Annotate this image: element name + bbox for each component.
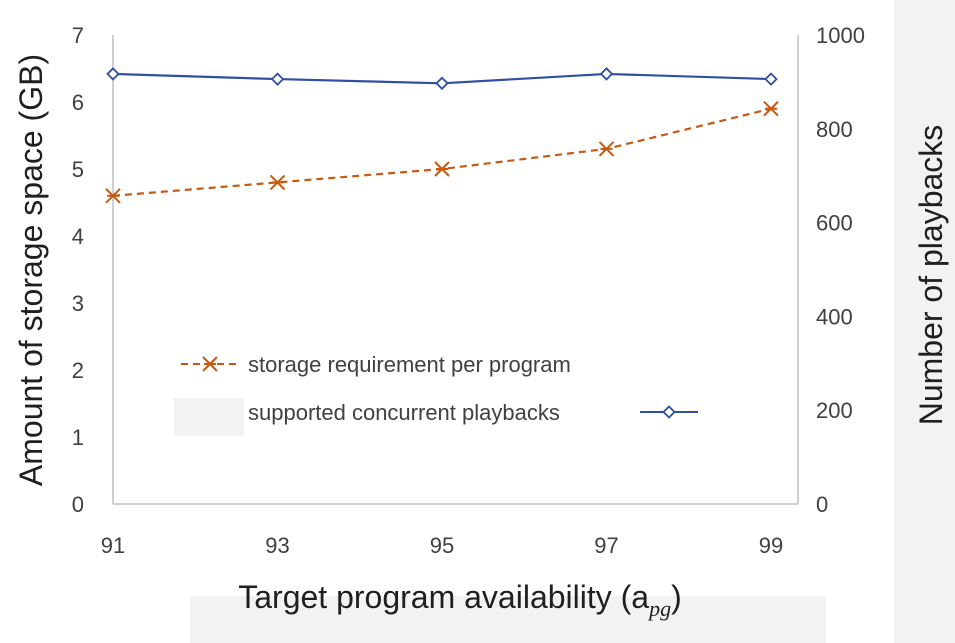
bottom-gray-panel	[190, 596, 826, 643]
legend-storage-asterisk	[202, 356, 218, 372]
left-y-tick-2: 2	[72, 358, 84, 383]
left-y-tick-1: 1	[72, 425, 84, 450]
series-1-point-95	[435, 76, 449, 91]
x-axis-title-main: Target program availability (a	[238, 579, 649, 615]
left-y-tick-labels: 0 1 2 3 4 5 6 7	[72, 23, 84, 517]
legend-playbacks-diamond-icon	[662, 405, 676, 419]
series-0-point-95	[434, 161, 450, 177]
left-y-tick-3: 3	[72, 291, 84, 316]
series-1-point-99	[764, 72, 778, 86]
right-y-axis-title: Number of playbacks	[913, 125, 949, 426]
left-y-tick-7: 7	[72, 23, 84, 48]
series-0-point-91	[105, 188, 121, 204]
x-tick-93: 93	[265, 533, 289, 558]
legend-playbacks-diamond	[662, 405, 676, 419]
legend-storage-asterisk-icon	[202, 356, 218, 372]
left-y-axis-title: Amount of storage space (GB)	[13, 54, 49, 486]
series-1-point-97	[599, 67, 614, 81]
series-layer	[105, 67, 779, 204]
right-y-tick-800: 800	[816, 117, 853, 142]
legend-gray-patch	[174, 398, 244, 436]
right-y-tick-labels: 0 200 400 600 800 1000	[816, 23, 865, 517]
left-y-tick-5: 5	[72, 157, 84, 182]
x-axis-title-suffix: )	[671, 579, 682, 615]
right-y-tick-0: 0	[816, 492, 828, 517]
legend: storage requirement per program supporte…	[174, 352, 698, 436]
right-y-tick-200: 200	[816, 398, 853, 423]
x-tick-97: 97	[594, 533, 618, 558]
left-y-tick-6: 6	[72, 90, 84, 115]
x-axis-title: Target program availability (apg)	[238, 579, 682, 621]
right-y-tick-400: 400	[816, 304, 853, 329]
x-tick-labels: 91 93 95 97 99	[101, 533, 783, 558]
right-gray-panel	[894, 0, 955, 643]
left-y-tick-4: 4	[72, 224, 84, 249]
left-y-tick-0: 0	[72, 492, 84, 517]
series-0-point-99	[763, 100, 779, 117]
series-0-point-97	[598, 141, 615, 157]
series-1-point-93	[270, 72, 285, 86]
x-tick-95: 95	[430, 533, 454, 558]
x-tick-91: 91	[101, 533, 125, 558]
right-y-tick-600: 600	[816, 211, 853, 236]
x-tick-99: 99	[759, 533, 783, 558]
series-0-point-93	[269, 174, 286, 191]
x-axis-title-subscript: pg	[647, 596, 671, 621]
right-y-tick-1000: 1000	[816, 23, 865, 48]
series-1-point-91	[106, 67, 120, 81]
legend-playbacks-label: supported concurrent playbacks	[248, 400, 560, 425]
series-line-0	[112, 107, 772, 197]
legend-storage-label: storage requirement per program	[248, 352, 571, 377]
